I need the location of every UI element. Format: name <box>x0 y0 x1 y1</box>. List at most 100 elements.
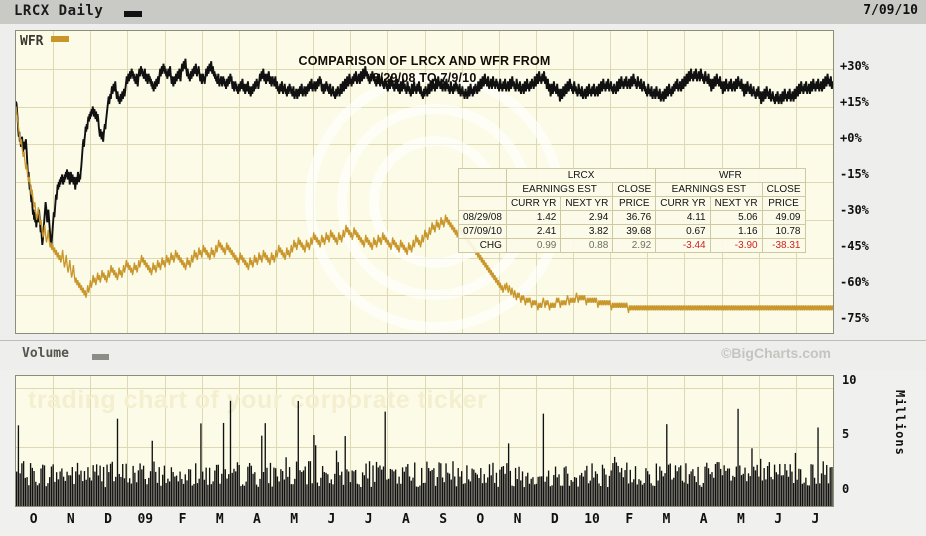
volume-bar <box>824 474 826 506</box>
volume-bar <box>240 485 242 506</box>
volume-bar <box>631 482 633 506</box>
x-axis-label-3: 09 <box>137 512 154 527</box>
volume-bar <box>744 467 746 506</box>
volume-bar <box>193 483 195 506</box>
table-cell: 10.78 <box>761 224 806 239</box>
volume-bar <box>62 476 65 506</box>
volume-bar <box>149 471 152 506</box>
volume-bar <box>17 425 20 506</box>
volume-bar <box>796 479 798 506</box>
volume-bar <box>115 476 117 506</box>
table-cell <box>458 196 507 211</box>
volume-bar <box>732 475 734 506</box>
table-cell: 5.06 <box>709 210 763 225</box>
volume-bar <box>257 486 259 506</box>
volume-bar <box>556 477 558 506</box>
volume-bar <box>742 473 744 506</box>
volume-bar <box>316 482 319 506</box>
volume-bar <box>235 471 237 506</box>
volume-bar <box>615 462 618 506</box>
volume-bar <box>290 484 292 506</box>
volume-bar <box>789 464 791 506</box>
volume-bar <box>487 477 489 506</box>
volume-bar <box>766 466 769 506</box>
volume-bar <box>466 465 468 506</box>
volume-bar <box>132 465 134 506</box>
volume-bar <box>215 464 218 506</box>
volume-bar <box>327 474 329 506</box>
volume-bar <box>407 464 409 506</box>
volume-bar <box>695 482 698 506</box>
volume-bar <box>791 471 793 506</box>
volume-bar <box>335 450 338 506</box>
price-series-svg <box>16 58 833 313</box>
volume-bar <box>502 466 505 506</box>
volume-bar <box>780 475 783 506</box>
volume-bar <box>586 465 588 506</box>
volume-bar <box>627 483 630 506</box>
volume-bar <box>38 483 40 506</box>
volume-bar <box>127 482 129 506</box>
volume-bar <box>281 471 284 506</box>
volume-bar <box>535 483 538 506</box>
volume-bar <box>655 463 658 506</box>
volume-bar <box>288 467 291 506</box>
volume-bar <box>690 471 692 506</box>
volume-bar <box>634 466 637 506</box>
volume-bar <box>203 479 206 506</box>
volume-bar <box>229 400 232 506</box>
volume-bar <box>777 474 779 506</box>
volume-bar <box>379 465 381 506</box>
volume-bar <box>179 471 181 506</box>
volume-bar <box>391 469 393 506</box>
volume-bar <box>83 471 86 506</box>
volume-bar <box>134 472 136 506</box>
volume-bar <box>822 461 824 506</box>
volume-bar <box>829 467 831 506</box>
volume-plot-area[interactable] <box>15 375 834 507</box>
wfr-legend: WFR <box>20 34 70 49</box>
volume-unit-label: Millions <box>893 390 907 456</box>
volume-bar <box>513 486 515 506</box>
volume-bar <box>297 400 299 506</box>
volume-bar <box>410 480 412 506</box>
volume-bar <box>726 468 729 506</box>
volume-bar <box>673 477 675 506</box>
volume-bar <box>434 485 437 506</box>
volume-bar <box>561 485 564 506</box>
volume-bar <box>756 464 758 506</box>
volume-bar <box>344 436 346 506</box>
volume-bar <box>747 473 750 506</box>
volume-bar <box>680 465 682 506</box>
volume-bar <box>584 470 586 506</box>
volume-bar <box>94 471 96 506</box>
volume-bar <box>348 471 350 506</box>
volume-bar <box>826 464 828 506</box>
volume-bar <box>42 464 44 506</box>
x-axis-label-1: N <box>66 512 75 527</box>
price-gridline-v <box>53 31 54 333</box>
volume-bar <box>21 463 23 506</box>
volume-bar <box>328 483 331 506</box>
volume-bar <box>746 481 748 506</box>
volume-bar <box>374 481 376 506</box>
table-cell: 4.11 <box>655 210 711 225</box>
volume-bar <box>763 468 765 506</box>
volume-bar <box>427 468 430 506</box>
volume-bar <box>565 466 567 506</box>
volume-bar <box>601 464 604 506</box>
volume-gridline-v <box>202 376 203 506</box>
volume-bar <box>69 475 72 506</box>
volume-bar <box>221 473 223 506</box>
chart-title-line1: COMPARISON OF LRCX AND WFR FROM <box>298 54 551 68</box>
volume-bar <box>805 477 807 506</box>
volume-bar <box>740 475 743 506</box>
percent-tick-0: +30% <box>840 59 869 73</box>
volume-bar <box>485 482 487 506</box>
volume-bar <box>650 483 652 506</box>
volume-bar <box>207 484 209 506</box>
volume-bar <box>396 483 399 506</box>
volume-bar <box>47 483 49 506</box>
volume-bar <box>377 467 379 506</box>
